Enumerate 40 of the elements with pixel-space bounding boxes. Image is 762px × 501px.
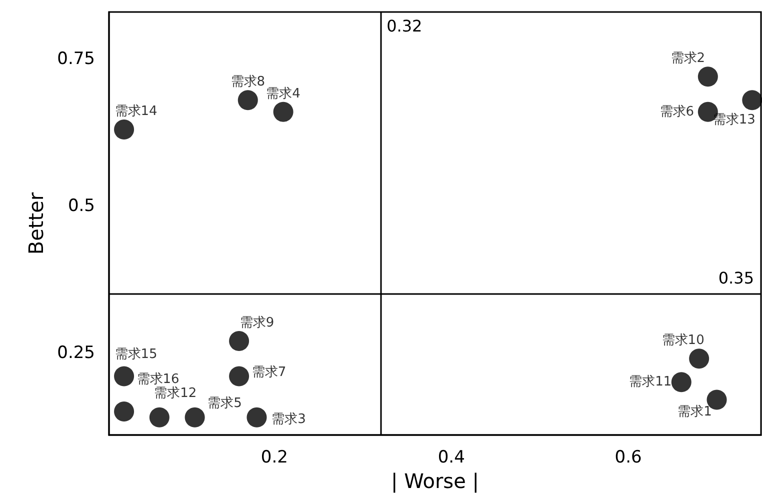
point (742, 90, 762, 110)
annotation: 需求15 (114, 346, 158, 362)
annotation: 需求12 (154, 386, 197, 401)
y-tick-label: 0.75 (57, 49, 95, 69)
annotation: 需求9 (240, 316, 274, 330)
y-tick-label: 0.25 (57, 342, 95, 363)
annotation: 需求13 (712, 112, 756, 128)
annotation: 需求5 (208, 396, 242, 411)
point (184, 407, 205, 428)
point (229, 331, 250, 351)
point (114, 366, 134, 386)
y-axis-title: Better (24, 192, 48, 255)
annotation: 需求4 (266, 86, 300, 102)
annotation: 需求16 (136, 372, 180, 387)
x-tick-label: 0.6 (614, 448, 642, 468)
point (238, 90, 258, 110)
x-tick-label: 0.2 (260, 448, 288, 468)
y-tick-label: 0.5 (68, 196, 95, 216)
ref-line-label: 0.35 (718, 268, 754, 288)
annotation: 需求7 (252, 364, 286, 380)
point (698, 66, 718, 87)
point (671, 372, 692, 392)
annotation: 需求8 (230, 74, 266, 90)
point (149, 407, 170, 428)
point (229, 366, 250, 386)
point (689, 348, 710, 369)
annotation: 需求3 (272, 412, 306, 427)
annotation: 需求10 (662, 333, 704, 348)
point (246, 407, 267, 428)
annotation: 需求11 (629, 374, 672, 390)
annotation: 需求2 (670, 51, 706, 66)
point (273, 102, 294, 122)
point (114, 120, 134, 140)
annotation: 需求6 (660, 104, 694, 120)
annotation: 需求14 (114, 104, 158, 119)
ref-line-label: 0.32 (386, 16, 422, 36)
annotation: 需求1 (678, 404, 712, 420)
point (114, 402, 134, 422)
x-tick-label: 0.4 (438, 448, 465, 468)
x-axis-title: | Worse | (391, 469, 479, 493)
